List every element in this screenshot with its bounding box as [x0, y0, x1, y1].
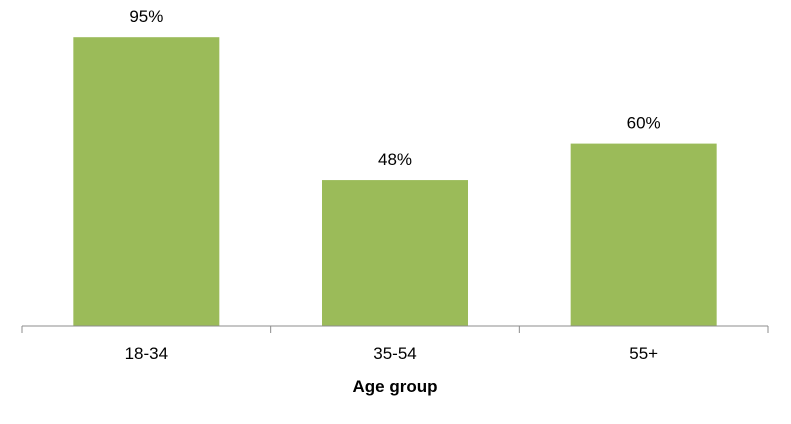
bar-18-34: [73, 37, 220, 326]
bar-55+: [570, 143, 717, 326]
x-tick-label: 35-54: [373, 344, 416, 363]
x-axis-title: Age group: [353, 377, 438, 396]
bar-labels-group: 95% 48% 60%: [129, 7, 660, 169]
bars-group: [73, 37, 717, 326]
bar-35-54: [322, 180, 468, 326]
bar-value-label: 60%: [627, 114, 661, 133]
bar-value-label: 95%: [129, 7, 163, 26]
x-axis-ticks-group: [21, 326, 769, 333]
x-tick-label: 18-34: [125, 344, 168, 363]
bar-value-label: 48%: [378, 150, 412, 169]
x-tick-label: 55+: [629, 344, 658, 363]
x-tick-labels-group: 18-34 35-54 55+: [125, 344, 659, 363]
